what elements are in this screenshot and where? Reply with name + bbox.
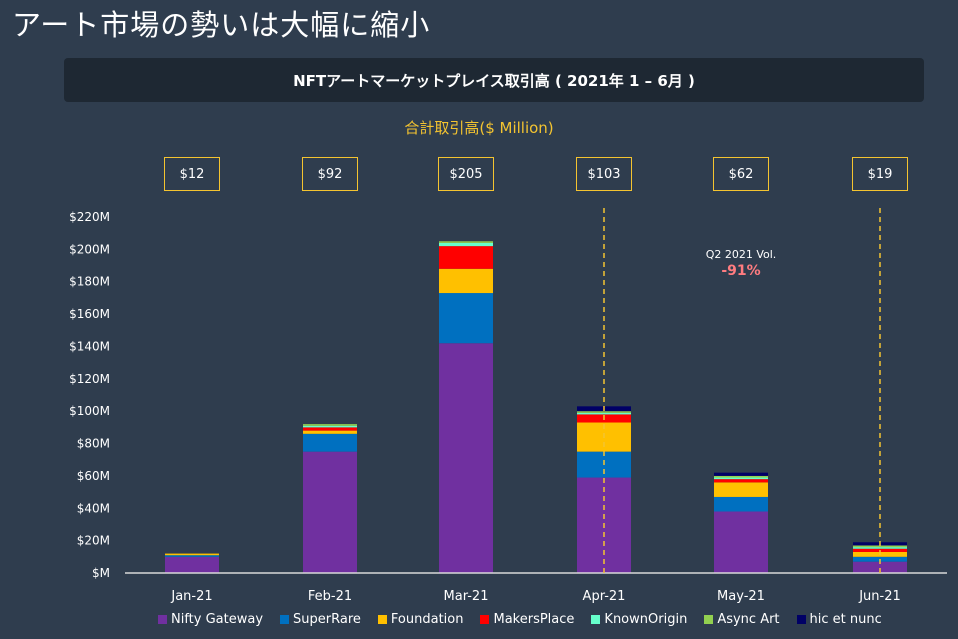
y-tick-label: $160M — [69, 307, 110, 321]
legend-swatch — [280, 615, 290, 624]
total-box: $92 — [302, 157, 358, 191]
bar-segment — [714, 472, 768, 476]
chart-banner: NFTアートマーケットプレイス取引高 ( 2021年 1 – 6月 ) — [64, 58, 924, 102]
legend-label: Async Art — [717, 612, 780, 627]
legend-label: MakersPlace — [493, 612, 575, 627]
legend-label: Nifty Gateway — [171, 612, 264, 627]
bar-segment — [714, 477, 768, 480]
legend-item: Foundation — [377, 612, 464, 627]
y-tick-label: $60M — [77, 469, 110, 483]
bar-segment — [303, 430, 357, 434]
total-box: $19 — [852, 157, 908, 191]
bar-segment — [439, 343, 493, 573]
legend-item: Nifty Gateway — [158, 612, 263, 627]
bar-segment — [714, 475, 768, 478]
chart-title: NFTアートマーケットプレイス取引高 ( 2021年 1 – 6月 ) — [293, 71, 695, 90]
total-volume-label: 合計取引高($ Million) — [404, 119, 554, 137]
annotation-value: -91% — [721, 263, 760, 279]
y-tick-label: $180M — [69, 275, 110, 289]
bar-segment — [853, 547, 907, 549]
bar-segment — [439, 293, 493, 344]
bar-segment — [577, 412, 631, 415]
legend-label: Foundation — [390, 612, 464, 627]
y-tick-label: $220M — [69, 210, 110, 224]
bar-segment — [303, 427, 357, 431]
bar-segment — [853, 561, 907, 573]
x-tick-label: Apr-21 — [583, 589, 626, 604]
legend-swatch — [591, 615, 601, 624]
chart-legend: Nifty Gateway SuperRare Foundation MakersPl… — [158, 612, 882, 627]
x-tick-label: May-21 — [717, 589, 765, 604]
bar-segment — [165, 555, 219, 557]
total-box: $12 — [164, 157, 220, 191]
legend-label: SuperRare — [293, 612, 361, 627]
bar-segment — [714, 482, 768, 497]
legend-swatch — [704, 615, 714, 624]
x-tick-label: Jan-21 — [170, 589, 212, 604]
legend-swatch — [796, 615, 806, 624]
bar-segment — [303, 425, 357, 428]
legend-item: SuperRare — [280, 612, 361, 627]
bar-segment — [714, 496, 768, 512]
total-box: $62 — [713, 157, 769, 191]
x-tick-label: Mar-21 — [444, 589, 489, 604]
bar-segment — [439, 268, 493, 294]
bar-segment — [577, 411, 631, 413]
y-tick-label: $120M — [69, 372, 110, 386]
page-title: アート市場の勢いは大幅に縮小 — [12, 8, 431, 42]
y-tick-label: $200M — [69, 242, 110, 256]
bar-segment — [439, 241, 493, 243]
bar-segment — [165, 556, 219, 573]
y-tick-label: $40M — [77, 501, 110, 515]
bar-segment — [714, 479, 768, 483]
y-tick-label: $140M — [69, 339, 110, 353]
legend-item: MakersPlace — [480, 612, 574, 627]
bar-segment — [439, 242, 493, 247]
legend-item: Async Art — [704, 612, 780, 627]
legend-label: KnownOrigin — [604, 612, 688, 627]
bar-segment — [714, 511, 768, 573]
legend-swatch — [158, 615, 167, 624]
legend-item: hic et nunc — [796, 612, 882, 627]
legend-swatch — [480, 615, 490, 624]
bar-segment — [165, 553, 219, 556]
legend-item: KnownOrigin — [591, 612, 687, 627]
bar-segment — [303, 451, 357, 573]
y-tick-label: $80M — [77, 437, 110, 451]
bar-segment — [853, 545, 907, 548]
y-tick-label: $20M — [77, 534, 110, 548]
total-box: $205 — [438, 157, 494, 191]
total-box: $103 — [576, 157, 632, 191]
legend-swatch — [377, 615, 387, 624]
bar-segment — [303, 433, 357, 452]
x-tick-label: Feb-21 — [308, 589, 352, 604]
bar-segment — [439, 246, 493, 269]
y-tick-label: $M — [92, 566, 110, 580]
stacked-bar-chart: $M $20M $40M $60M $80M $100M $120M $140M $160M $1… — [69, 208, 947, 604]
x-tick-label: Jun-21 — [858, 589, 901, 604]
legend-label: hic et nunc — [809, 612, 882, 627]
bar-segment — [303, 424, 357, 426]
annotation-label: Q2 2021 Vol. — [706, 248, 777, 261]
y-tick-label: $100M — [69, 404, 110, 418]
